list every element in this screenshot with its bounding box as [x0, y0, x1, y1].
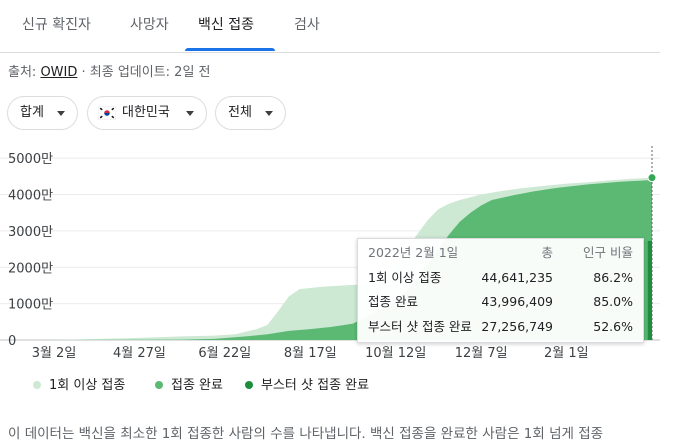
tab-vaccination[interactable]: 백신 접종	[198, 17, 254, 33]
x-tick-label: 12월 7일	[455, 346, 508, 361]
tooltip-row: 부스터 샷 접종 완료 27,256,749 52.6%	[368, 317, 633, 337]
tooltip-row-label: 접종 완료	[368, 294, 418, 309]
legend-fully-vaccinated[interactable]: 접종 완료	[155, 376, 223, 396]
legend-label: 1회 이상 접종	[49, 378, 126, 393]
tab-new-cases[interactable]: 신규 확진자	[22, 17, 91, 33]
scope-dropdown-label: 전체	[228, 105, 252, 120]
tooltip-row-ratio: 52.6%	[593, 319, 633, 334]
x-tick-label: 6월 22일	[198, 346, 251, 361]
legend-dot-icon	[155, 381, 163, 389]
chevron-down-icon	[186, 111, 194, 116]
x-tick-label: 3월 2일	[32, 346, 77, 361]
chart-footnote: 이 데이터는 백신을 최소한 1회 접종한 사람의 수를 나타냅니다. 백신 접…	[8, 426, 604, 442]
country-dropdown-label: 대한민국	[122, 105, 170, 120]
tab-bar: 신규 확진자 사망자 백신 접종 검사	[0, 0, 660, 53]
source-prefix: 출처:	[8, 65, 41, 80]
tooltip-row-label: 부스터 샷 접종 완료	[368, 319, 472, 334]
source-link[interactable]: OWID	[40, 65, 78, 80]
hover-point	[647, 173, 657, 183]
chevron-down-icon	[265, 111, 273, 116]
tooltip-row-total: 43,996,409	[481, 294, 553, 309]
y-tick-label: 0	[8, 334, 16, 349]
scope-dropdown[interactable]: 전체	[215, 96, 286, 130]
tooltip-row-total: 27,256,749	[481, 319, 553, 334]
tooltip-col-total: 총	[541, 245, 553, 260]
y-tick-label: 5000만	[8, 152, 53, 167]
y-tick-label: 1000만	[8, 298, 53, 313]
tooltip-row: 접종 완료 43,996,409 85.0%	[368, 292, 633, 312]
last-updated: · 최종 업데이트: 2일 전	[77, 65, 211, 80]
tooltip-row-total: 44,641,235	[481, 270, 553, 285]
legend-label: 부스터 샷 접종 완료	[261, 378, 370, 393]
x-tick-label: 10월 12일	[365, 346, 426, 361]
legend-dot-icon	[33, 381, 41, 389]
legend-at-least-one[interactable]: 1회 이상 접종	[33, 376, 125, 396]
active-tab-indicator	[185, 48, 275, 51]
tooltip-col-ratio: 인구 비율	[583, 245, 633, 260]
korea-flag-icon	[98, 106, 116, 120]
country-dropdown[interactable]: 대한민국	[87, 96, 207, 130]
legend-booster[interactable]: 부스터 샷 접종 완료	[245, 376, 369, 396]
area-booster	[647, 240, 652, 340]
chart-tooltip: 2022년 2월 1일 총 인구 비율 1회 이상 접종 44,641,235 …	[357, 238, 644, 343]
source-line: 출처: OWID · 최종 업데이트: 2일 전	[8, 64, 211, 82]
x-tick-label: 2월 1일	[544, 346, 589, 361]
chevron-down-icon	[57, 111, 65, 116]
tooltip-row: 1회 이상 접종 44,641,235 86.2%	[368, 268, 633, 288]
y-tick-label: 4000만	[8, 189, 53, 204]
tooltip-row-ratio: 85.0%	[593, 294, 633, 309]
tab-deaths[interactable]: 사망자	[130, 17, 169, 33]
tooltip-date: 2022년 2월 1일	[368, 245, 459, 260]
tooltip-row-label: 1회 이상 접종	[368, 270, 442, 285]
x-tick-label: 4월 27일	[113, 346, 166, 361]
legend-label: 접종 완료	[171, 378, 223, 393]
aggregate-dropdown-label: 합계	[20, 105, 44, 120]
tooltip-row-ratio: 86.2%	[593, 270, 633, 285]
tab-tests[interactable]: 검사	[294, 17, 320, 33]
y-tick-label: 2000만	[8, 261, 53, 276]
y-tick-label: 3000만	[8, 225, 53, 240]
legend-dot-icon	[245, 381, 253, 389]
aggregate-dropdown[interactable]: 합계	[7, 96, 78, 130]
x-tick-label: 8월 17일	[284, 346, 337, 361]
